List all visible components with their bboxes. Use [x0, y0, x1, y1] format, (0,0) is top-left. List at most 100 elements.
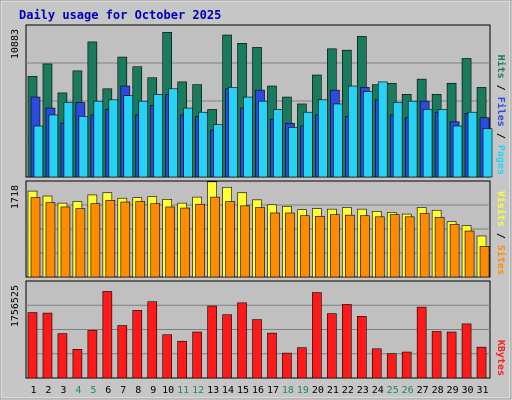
bar-pages-day-10 [168, 88, 179, 178]
bar-kbytes-day-21 [327, 313, 337, 379]
bar-kbytes-day-7 [117, 325, 128, 379]
bar-sites-day-7 [120, 201, 131, 278]
bar-kbytes-day-5 [87, 330, 98, 379]
bar-sites-day-17 [270, 212, 280, 278]
x-tick-label: 20 [312, 385, 324, 396]
bar-kbytes-day-30 [461, 323, 472, 379]
x-tick-label: 19 [297, 385, 309, 396]
x-tick-label: 17 [267, 385, 279, 396]
bar-kbytes-day-13 [207, 305, 217, 379]
bar-kbytes-day-15 [237, 302, 247, 379]
bar-pages-day-31 [482, 128, 493, 178]
x-tick-label: 25 [387, 385, 399, 396]
bar-kbytes-day-23 [356, 316, 367, 379]
bar-pages-day-11 [183, 107, 193, 178]
bar-kbytes-day-12 [192, 331, 202, 379]
bar-kbytes-day-8 [132, 310, 143, 379]
bar-kbytes-day-17 [267, 332, 277, 379]
bar-sites-day-25 [389, 214, 400, 278]
y-max-label: 10883 [10, 29, 21, 59]
y-max-label: 1718 [10, 185, 21, 209]
bar-kbytes-day-26 [401, 351, 412, 379]
panel-visits-sites: 1718 Visits / Sites [10, 180, 507, 278]
bar-sites-day-5 [90, 203, 101, 278]
bar-sites-day-12 [195, 203, 205, 278]
x-tick-label: 3 [60, 385, 66, 396]
series-legend-label: KBytes [495, 340, 506, 376]
bar-pages-day-7 [123, 95, 134, 178]
bar-sites-day-13 [210, 196, 220, 278]
bar-sites-day-3 [60, 206, 71, 278]
bar-sites-day-16 [255, 207, 265, 278]
x-tick-label: 11 [177, 385, 189, 396]
bar-kbytes-day-4 [72, 349, 83, 379]
x-axis: 1 2 3 4 5 6 7 8 9 10 11 12 13 14 15 16 17 18 19 20 21 22 23 24 2… [30, 385, 488, 396]
bar-sites-day-31 [479, 246, 490, 278]
y-max-label: 1756525 [10, 285, 21, 327]
legend-separator: / [495, 227, 506, 245]
legend-visits: Visits [495, 191, 507, 227]
bar-sites-day-24 [374, 216, 385, 278]
x-tick-label: 12 [192, 385, 204, 396]
bar-pages-day-14 [228, 87, 238, 178]
bar-pages-day-23 [362, 91, 373, 178]
bar-sites-day-11 [180, 207, 190, 278]
bar-kbytes-day-11 [177, 340, 187, 379]
x-tick-label: 13 [207, 385, 219, 396]
x-tick-label: 18 [282, 385, 294, 396]
x-tick-label: 21 [327, 385, 339, 396]
bar-kbytes-day-25 [386, 353, 397, 379]
bar-pages-day-15 [243, 96, 253, 178]
bar-pages-day-30 [467, 111, 478, 178]
bar-sites-day-30 [464, 230, 475, 278]
x-tick-label: 15 [237, 385, 249, 396]
legend-kbytes: KBytes [495, 340, 506, 376]
bar-pages-day-6 [108, 99, 119, 178]
bar-sites-day-4 [75, 208, 86, 278]
x-tick-label: 26 [402, 385, 414, 396]
bar-pages-day-5 [93, 100, 104, 178]
bar-pages-day-17 [273, 109, 283, 178]
x-tick-label: 28 [432, 385, 444, 396]
x-tick-label: 23 [357, 385, 369, 396]
x-tick-label: 31 [476, 385, 488, 396]
bar-sites-day-21 [330, 214, 340, 278]
bar-pages-day-21 [333, 103, 343, 178]
legend-pages: Pages [495, 145, 506, 175]
bar-sites-day-20 [315, 215, 325, 278]
chart-title: Daily usage for October 2025 [19, 8, 221, 22]
bar-kbytes-day-22 [342, 304, 352, 379]
bar-pages-day-13 [213, 124, 223, 178]
bar-kbytes-day-1 [27, 312, 38, 379]
x-tick-label: 30 [462, 385, 474, 396]
x-tick-label: 24 [372, 385, 384, 396]
bar-sites-day-28 [434, 217, 445, 278]
bar-pages-day-25 [392, 102, 403, 178]
bar-pages-day-4 [78, 116, 89, 178]
legend-hits: Hits [495, 55, 507, 79]
bar-sites-day-2 [45, 202, 56, 278]
x-tick-label: 14 [222, 385, 234, 396]
bar-kbytes-day-14 [222, 314, 232, 379]
x-tick-label: 10 [162, 385, 174, 396]
bar-sites-day-15 [240, 205, 250, 278]
x-tick-label: 27 [417, 385, 429, 396]
series-legend-label: Visits / Sites [495, 191, 507, 275]
bar-pages-day-16 [258, 100, 268, 178]
bar-kbytes-day-16 [252, 319, 262, 379]
bar-kbytes-day-2 [42, 312, 53, 379]
x-tick-label: 7 [120, 385, 126, 396]
bar-pages-day-27 [422, 109, 433, 178]
bar-kbytes-day-29 [446, 331, 457, 379]
bar-kbytes-day-20 [312, 292, 322, 379]
bar-pages-day-3 [63, 102, 74, 178]
series-legend-label: Hits / Files / Pages [495, 55, 507, 175]
chart-panels: 10883 Hits / Files / Pages 1718 Visits / Si… [10, 24, 507, 379]
bar-pages-day-26 [407, 100, 418, 178]
bar-pages-day-19 [303, 111, 313, 178]
bar-kbytes-day-27 [416, 306, 427, 379]
bar-pages-day-28 [437, 109, 448, 178]
legend-files: Files [495, 97, 507, 127]
bar-sites-day-23 [359, 215, 370, 278]
